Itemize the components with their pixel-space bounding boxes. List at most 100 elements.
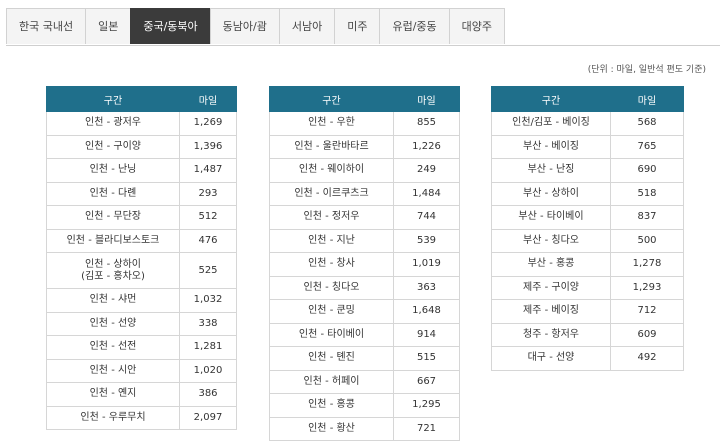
miles-cell: 363 (393, 275, 460, 300)
route-cell: 인천 - 칭다오 (269, 275, 394, 300)
route-cell: 제주 - 베이징 (491, 299, 611, 324)
table-row: 인천 - 정저우 744 (269, 205, 460, 230)
miles-cell: 476 (179, 228, 237, 253)
table-row: 부산 - 난징 690 (491, 158, 684, 183)
miles-cell: 1,226 (393, 134, 460, 159)
miles-cell: 744 (393, 205, 460, 230)
miles-cell: 568 (610, 111, 684, 136)
table-row: 인천 - 선전 1,281 (46, 335, 237, 360)
route-cell: 대구 - 선양 (491, 346, 611, 371)
table-row: 인천 - 홍콩 1,295 (269, 393, 460, 418)
route-cell: 인천 - 샤먼 (46, 288, 180, 313)
miles-cell: 1,020 (179, 358, 237, 383)
miles-cell: 525 (179, 252, 237, 289)
miles-cell: 386 (179, 382, 237, 407)
table-row: 인천 - 지난 539 (269, 228, 460, 253)
route-cell: 부산 - 난징 (491, 158, 611, 183)
route-cell: 인천 - 울란바타르 (269, 134, 394, 159)
route-cell: 인천 - 옌지 (46, 382, 180, 407)
miles-cell: 914 (393, 322, 460, 347)
route-cell: 인천 - 무단장 (46, 205, 180, 230)
miles-cell: 1,484 (393, 181, 460, 206)
miles-cell: 1,487 (179, 158, 237, 183)
route-cell: 인천 - 홍콩 (269, 393, 394, 418)
table-row: 인천 - 광저우 1,269 (46, 111, 237, 136)
table-row: 인천 - 칭다오 363 (269, 275, 460, 300)
miles-cell: 1,295 (393, 393, 460, 418)
route-cell: 인천 - 난닝 (46, 158, 180, 183)
tab-7[interactable]: 대양주 (448, 8, 506, 44)
miles-cell: 667 (393, 369, 460, 394)
miles-cell: 293 (179, 181, 237, 206)
miles-cell: 512 (179, 205, 237, 230)
table-row: 인천 - 옌지 386 (46, 382, 237, 407)
table-row: 인천/김포 - 베이징 568 (491, 111, 684, 136)
table-row: 제주 - 베이징 712 (491, 299, 684, 324)
tab-0[interactable]: 한국 국내선 (6, 8, 87, 44)
miles-cell: 712 (610, 299, 684, 324)
table-row: 인천 - 황산 721 (269, 416, 460, 441)
route-cell: 인천 - 허페이 (269, 369, 394, 394)
miles-cell: 1,293 (610, 275, 684, 300)
table-row: 부산 - 베이징 765 (491, 134, 684, 159)
miles-cell: 1,281 (179, 335, 237, 360)
table-row: 인천 - 선양 338 (46, 311, 237, 336)
route-cell: 인천 - 타이베이 (269, 322, 394, 347)
miles-cell: 855 (393, 111, 460, 136)
route-cell: 인천 - 선양 (46, 311, 180, 336)
route-cell: 인천 - 창사 (269, 252, 394, 277)
column-header-miles: 마일 (179, 86, 237, 112)
route-cell: 인천/김포 - 베이징 (491, 111, 611, 136)
route-cell: 부산 - 홍콩 (491, 252, 611, 277)
route-cell: 인천 - 구이양 (46, 134, 180, 159)
tab-4[interactable]: 서남아 (278, 8, 336, 44)
tab-5[interactable]: 미주 (334, 8, 381, 44)
route-cell: 인천 - 다롄 (46, 181, 180, 206)
route-cell: 부산 - 베이징 (491, 134, 611, 159)
route-cell: 인천 - 지난 (269, 228, 394, 253)
tab-2[interactable]: 중국/동북아 (130, 8, 211, 44)
tab-3[interactable]: 동남아/괌 (209, 8, 280, 44)
miles-cell: 249 (393, 158, 460, 183)
miles-cell: 1,032 (179, 288, 237, 313)
miles-cell: 1,278 (610, 252, 684, 277)
route-cell: 인천 - 상하이 (김포 - 홍차오) (46, 252, 180, 289)
route-cell: 부산 - 타이베이 (491, 205, 611, 230)
route-cell: 제주 - 구이양 (491, 275, 611, 300)
miles-cell: 1,648 (393, 299, 460, 324)
table-row: 인천 - 우루무치 2,097 (46, 405, 237, 430)
route-cell: 인천 - 웨이하이 (269, 158, 394, 183)
table-row: 인천 - 타이베이 914 (269, 322, 460, 347)
route-cell: 인천 - 시안 (46, 358, 180, 383)
route-cell: 인천 - 황산 (269, 416, 394, 441)
route-cell: 인천 - 우루무치 (46, 405, 180, 430)
table-row: 인천 - 블라디보스토크 476 (46, 228, 237, 253)
table-row: 인천 - 난닝 1,487 (46, 158, 237, 183)
route-cell: 청주 - 항저우 (491, 322, 611, 347)
table-row: 부산 - 타이베이 837 (491, 205, 684, 230)
table-row: 부산 - 칭다오 500 (491, 228, 684, 253)
table-row: 인천 - 톈진 515 (269, 346, 460, 371)
route-cell: 인천 - 쿤밍 (269, 299, 394, 324)
miles-cell: 500 (610, 228, 684, 253)
table-row: 인천 - 쿤밍 1,648 (269, 299, 460, 324)
column-header-route: 구간 (269, 86, 394, 112)
tab-6[interactable]: 유럽/중동 (379, 8, 450, 44)
table-row: 대구 - 선양 492 (491, 346, 684, 371)
column-header-miles: 마일 (610, 86, 684, 112)
column-header-miles: 마일 (393, 86, 460, 112)
miles-cell: 2,097 (179, 405, 237, 430)
miles-cell: 609 (610, 322, 684, 347)
unit-note: (단위 : 마일, 일반석 편도 기준) (587, 65, 706, 75)
region-tabs: 한국 국내선 일본 중국/동북아 동남아/괌 서남아 미주 유럽/중동 대양주 (6, 8, 720, 46)
miles-cell: 765 (610, 134, 684, 159)
miles-cell: 492 (610, 346, 684, 371)
miles-cell: 1,019 (393, 252, 460, 277)
tab-1[interactable]: 일본 (85, 8, 132, 44)
route-cell: 부산 - 칭다오 (491, 228, 611, 253)
table-row: 인천 - 허페이 667 (269, 369, 460, 394)
mileage-table-1: 구간 마일 인천 - 광저우 1,269 인천 - 구이양 1,396 인천 - 난닝 1… (46, 86, 237, 430)
table-row: 부산 - 홍콩 1,278 (491, 252, 684, 277)
route-cell: 인천 - 이르쿠츠크 (269, 181, 394, 206)
table-row: 부산 - 상하이 518 (491, 181, 684, 206)
